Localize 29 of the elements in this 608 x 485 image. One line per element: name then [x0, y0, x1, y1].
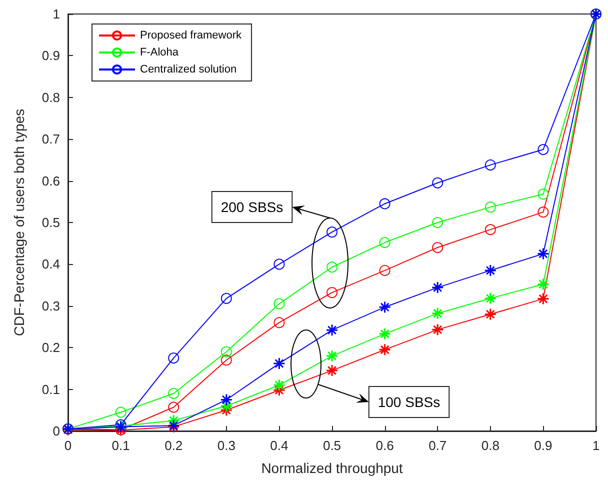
y-tick-label: 0.5: [42, 215, 60, 230]
x-tick-label: 0.9: [534, 438, 552, 453]
annotation: 100 SBSs: [378, 394, 440, 410]
x-tick-label: 0.4: [270, 438, 288, 453]
legend-label: F-Aloha: [140, 46, 180, 58]
x-tick-label: 0.2: [164, 438, 183, 453]
x-tick-label: 0.3: [217, 438, 236, 453]
y-tick-label: 0.7: [42, 132, 60, 147]
legend-label: Proposed framework: [140, 30, 242, 42]
x-tick-label: 0.6: [376, 438, 394, 453]
x-tick-label: 0: [64, 438, 72, 453]
y-tick-label: 0.3: [42, 298, 60, 314]
x-axis-title: Normalized throughput: [261, 460, 403, 476]
legend-label: Centralized solution: [140, 64, 237, 76]
y-tick-label: 0.4: [42, 256, 60, 272]
x-tick-label: 0.8: [481, 438, 500, 453]
x-tick-label: 0.1: [112, 438, 130, 453]
y-tick-label: 0.1: [42, 382, 60, 397]
y-tick-label: 0: [52, 424, 60, 438]
y-tick-label: 1: [52, 6, 60, 22]
y-tick-label: 0.6: [42, 173, 60, 188]
annotation: 200 SBSs: [220, 199, 284, 215]
y-tick-label: 0.2: [42, 340, 60, 356]
y-tick-label: 0.8: [42, 90, 60, 105]
x-tick-label: 0.7: [428, 438, 447, 453]
y-axis-title: CDF-Percentage of users both types: [11, 108, 27, 336]
y-tick-label: 0.9: [42, 48, 60, 64]
x-tick-label: 1: [592, 438, 600, 453]
x-tick-label: 0.5: [322, 438, 342, 453]
